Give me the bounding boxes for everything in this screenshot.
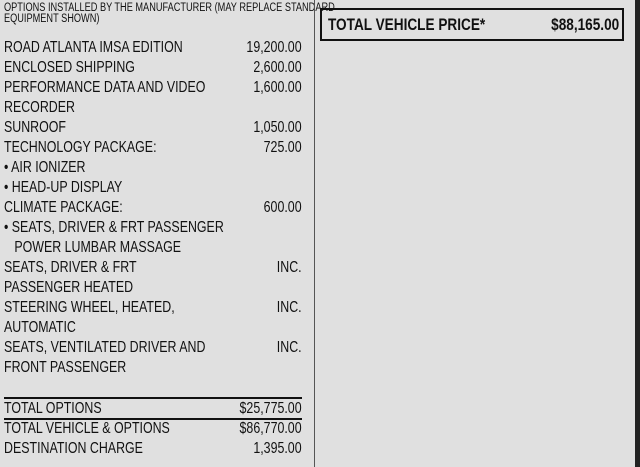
option-label: SEATS, DRIVER & FRT (4, 259, 137, 276)
total-vehicle-label: TOTAL VEHICLE & OPTIONS (4, 420, 170, 437)
option-row: • HEAD-UP DISPLAY (4, 178, 302, 198)
option-label: ROAD ATLANTA IMSA EDITION (4, 39, 183, 56)
option-label: • SEATS, DRIVER & FRT PASSENGER (4, 219, 224, 236)
total-options-amount: $25,775.00 (239, 400, 302, 417)
option-row: STEERING WHEEL, HEATED, INC. (4, 298, 302, 318)
total-options-label: TOTAL OPTIONS (4, 400, 102, 417)
total-vehicle-price-label: TOTAL VEHICLE PRICE* (328, 15, 486, 34)
option-row: PERFORMANCE DATA AND VIDEO 1,600.00 (4, 78, 302, 98)
option-label: ENCLOSED SHIPPING (4, 59, 135, 76)
option-amount: INC. (276, 299, 302, 316)
option-label: SEATS, VENTILATED DRIVER AND (4, 339, 206, 356)
option-row: FRONT PASSENGER (4, 358, 302, 378)
option-amount: 2,600.00 (253, 59, 302, 76)
option-amount: 1,600.00 (253, 79, 302, 96)
option-label: FRONT PASSENGER (4, 359, 127, 376)
option-amount: INC. (276, 339, 302, 356)
destination-row: DESTINATION CHARGE 1,395.00 (4, 439, 302, 459)
total-vehicle-amount: $86,770.00 (239, 420, 302, 437)
option-label: AUTOMATIC (4, 319, 76, 336)
options-header: OPTIONS INSTALLED BY THE MANUFACTURER (M… (4, 2, 335, 25)
destination-label: DESTINATION CHARGE (4, 440, 143, 457)
total-options-row: TOTAL OPTIONS $25,775.00 (4, 399, 302, 419)
option-row: CLIMATE PACKAGE: 600.00 (4, 198, 302, 218)
column-divider (314, 0, 315, 467)
option-amount: INC. (276, 259, 302, 276)
option-row: ROAD ATLANTA IMSA EDITION 19,200.00 (4, 38, 302, 58)
option-row: ENCLOSED SHIPPING 2,600.00 (4, 58, 302, 78)
option-label: CLIMATE PACKAGE: (4, 199, 123, 216)
option-label: • HEAD-UP DISPLAY (4, 179, 123, 196)
option-row: SUNROOF 1,050.00 (4, 118, 302, 138)
option-row: • SEATS, DRIVER & FRT PASSENGER (4, 218, 302, 238)
option-label: • AIR IONIZER (4, 159, 86, 176)
totals-rule-top (4, 397, 302, 399)
option-amount: 600.00 (263, 199, 302, 216)
option-row: SEATS, VENTILATED DRIVER AND INC. (4, 338, 302, 358)
option-amount: 1,050.00 (253, 119, 302, 136)
option-amount: 725.00 (263, 139, 302, 156)
option-label: POWER LUMBAR MASSAGE (4, 239, 182, 256)
option-row: AUTOMATIC (4, 318, 302, 338)
option-label: RECORDER (4, 99, 75, 116)
options-panel: OPTIONS INSTALLED BY THE MANUFACTURER (M… (0, 0, 335, 467)
option-row: PASSENGER HEATED (4, 278, 302, 298)
option-row: RECORDER (4, 98, 302, 118)
option-row: SEATS, DRIVER & FRT INC. (4, 258, 302, 278)
option-label: PERFORMANCE DATA AND VIDEO (4, 79, 206, 96)
option-amount: 19,200.00 (246, 39, 302, 56)
option-row: TECHNOLOGY PACKAGE: 725.00 (4, 138, 302, 158)
total-vehicle-row: TOTAL VEHICLE & OPTIONS $86,770.00 (4, 419, 302, 439)
option-label: SUNROOF (4, 119, 66, 136)
option-row: • AIR IONIZER (4, 158, 302, 178)
destination-amount: 1,395.00 (253, 440, 302, 457)
option-label: PASSENGER HEATED (4, 279, 134, 296)
option-label: TECHNOLOGY PACKAGE: (4, 139, 157, 156)
right-border (635, 0, 640, 467)
option-label: STEERING WHEEL, HEATED, (4, 299, 175, 316)
total-options-rule (4, 418, 302, 420)
total-vehicle-price-box: TOTAL VEHICLE PRICE* $88,165.00 (320, 8, 624, 41)
option-row: POWER LUMBAR MASSAGE (4, 238, 302, 258)
total-vehicle-price-value: $88,165.00 (551, 15, 620, 34)
